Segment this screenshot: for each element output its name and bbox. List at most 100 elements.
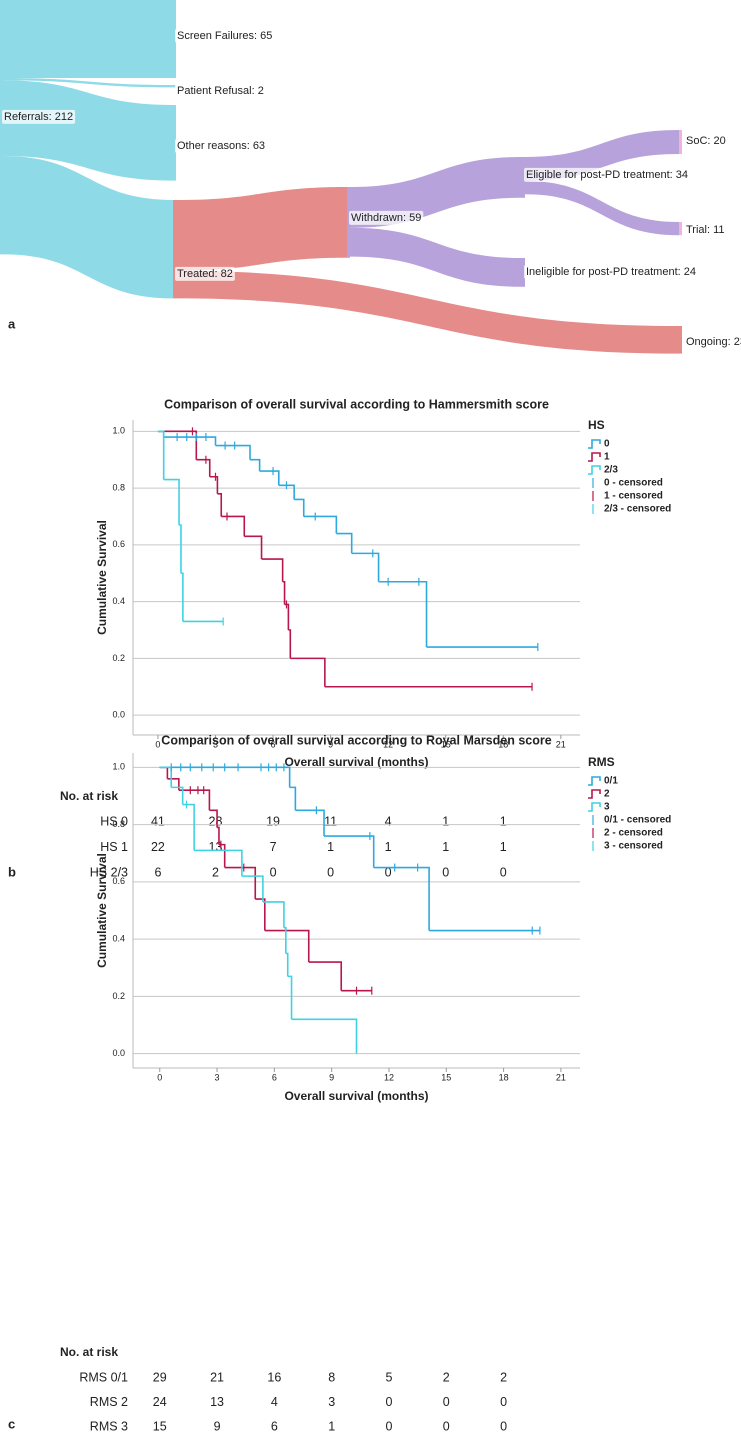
survival-step: [159, 766, 173, 788]
risk-count: 4: [385, 814, 392, 828]
risk-count: 22: [151, 840, 165, 854]
x-tick-label: 21: [556, 739, 566, 749]
survival-step: [159, 766, 291, 788]
legend-label: 0/1: [604, 776, 618, 787]
survival-step: [283, 926, 287, 954]
risk-table-title: No. at risk: [60, 1345, 118, 1359]
label-background: [175, 83, 266, 98]
node-label: Screen Failures: 65: [177, 30, 272, 42]
y-tick-label: 0.6: [112, 876, 125, 886]
risk-count: 11: [324, 814, 337, 828]
sankey-node: [173, 200, 176, 299]
y-axis-title: Cumulative Survival: [95, 520, 109, 635]
risk-count: 6: [154, 865, 161, 879]
survival-step: [373, 866, 430, 931]
y-tick-label: 0.2: [112, 653, 125, 663]
survival-step: [284, 603, 290, 630]
y-tick-label: 0.4: [112, 596, 125, 606]
panel-label: a: [8, 316, 16, 331]
chart-title: Comparison of overall survival according…: [161, 733, 551, 747]
risk-table-title: No. at risk: [60, 789, 118, 803]
risk-count: 1: [328, 1419, 335, 1433]
risk-count: 0: [500, 865, 507, 879]
y-tick-label: 1.0: [112, 426, 125, 436]
y-tick-label: 0.4: [112, 934, 125, 944]
survival-step: [285, 952, 289, 977]
sankey-link: [3, 78, 173, 88]
risk-count: 0: [385, 865, 392, 879]
legend-label: 0/1 - censored: [604, 815, 671, 826]
survival-step: [255, 898, 266, 931]
risk-count: 3: [328, 1395, 335, 1409]
node-label: Eligible for post-PD treatment: 34: [526, 169, 688, 181]
risk-row-label: RMS 3: [90, 1419, 128, 1433]
risk-count: 0: [443, 1419, 450, 1433]
y-tick-label: 0.0: [112, 710, 125, 720]
risk-count: 7: [270, 840, 277, 854]
label-background: [524, 264, 698, 279]
label-background: [2, 109, 76, 124]
risk-count: 2: [500, 1370, 507, 1384]
label-background: [175, 266, 235, 281]
risk-count: 0: [500, 1419, 507, 1433]
x-tick-label: 0: [157, 1072, 162, 1082]
y-tick-label: 0.0: [112, 1048, 125, 1058]
survival-step: [163, 436, 217, 446]
survival-step: [194, 849, 243, 877]
legend-label: 0 - censored: [604, 478, 663, 489]
legend-title: HS: [588, 418, 605, 432]
risk-count: 1: [442, 814, 449, 828]
survival-step: [291, 1018, 358, 1054]
x-tick-label: 6: [271, 739, 276, 749]
x-tick-label: 15: [441, 739, 451, 749]
risk-count: 2: [212, 865, 219, 879]
legend-label: 1 - censored: [604, 491, 663, 502]
survival-step: [308, 961, 343, 991]
risk-count: 5: [385, 1370, 392, 1384]
survival-step: [163, 478, 180, 525]
sankey-link: [525, 181, 679, 236]
survival-step: [288, 629, 292, 659]
risk-count: 13: [210, 1395, 224, 1409]
risk-count: 8: [328, 1370, 335, 1384]
survival-step: [336, 532, 353, 554]
survival-step: [167, 777, 180, 791]
legend-label: 1: [604, 452, 610, 463]
survival-step: [261, 558, 284, 582]
survival-step: [217, 492, 223, 517]
x-tick-label: 6: [272, 1072, 277, 1082]
survival-step: [178, 789, 211, 811]
label-background: [175, 28, 275, 43]
legend-label: 2 - censored: [604, 828, 663, 839]
risk-row-label: HS 2/3: [90, 865, 128, 879]
x-tick-label: 9: [328, 739, 333, 749]
node-label: Ongoing: 23: [686, 336, 741, 348]
node-label: Patient Refusal: 2: [177, 85, 264, 97]
risk-count: 0: [443, 1395, 450, 1409]
risk-count: 15: [153, 1419, 167, 1433]
sankey-node: [679, 222, 682, 236]
x-tick-label: 12: [384, 1072, 394, 1082]
y-tick-label: 1.0: [112, 762, 125, 772]
x-tick-label: 3: [215, 1072, 220, 1082]
sankey-link: [350, 227, 522, 287]
node-label: Treated: 82: [177, 268, 233, 280]
legend-label: 3 - censored: [604, 841, 663, 852]
survival-step: [180, 572, 184, 622]
legend-icon: [588, 452, 601, 462]
survival-step: [282, 580, 286, 605]
y-tick-label: 0.8: [112, 819, 125, 829]
survival-step: [294, 498, 305, 517]
risk-count: 41: [151, 814, 165, 828]
survival-step: [157, 430, 165, 438]
legend-title: RMS: [588, 755, 615, 769]
sankey-node: [679, 326, 682, 354]
chart-title: Comparison of overall survival according…: [164, 397, 549, 411]
x-axis-title: Overall survival (months): [284, 1089, 428, 1103]
label-background: [684, 133, 728, 148]
survival-step: [182, 803, 195, 851]
y-tick-label: 0.8: [112, 482, 125, 492]
node-label: Trial: 11: [686, 224, 725, 236]
